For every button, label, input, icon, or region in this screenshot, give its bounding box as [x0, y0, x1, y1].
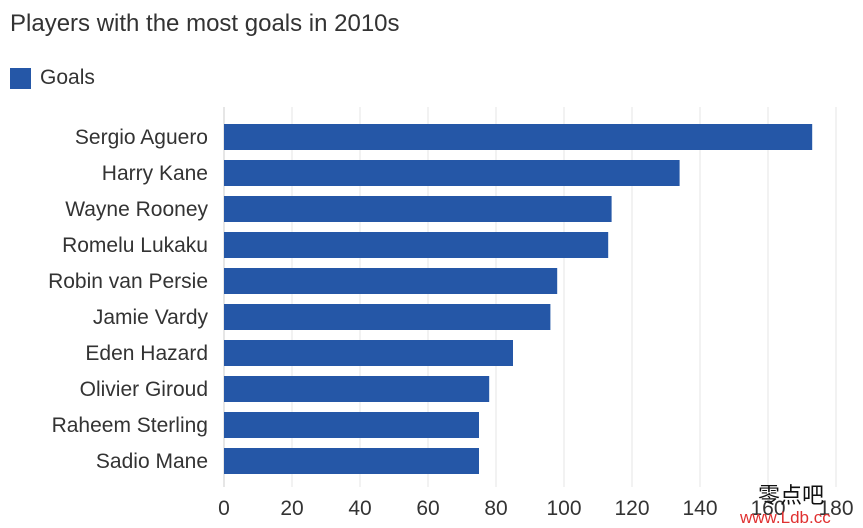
- bar[interactable]: [224, 196, 612, 222]
- bar[interactable]: [224, 340, 513, 366]
- watermark-text: 零点吧: [758, 484, 825, 509]
- bars: [224, 124, 813, 474]
- bar[interactable]: [224, 124, 813, 150]
- category-label: Robin van Persie: [48, 270, 208, 293]
- category-label: Sadio Mane: [96, 450, 208, 473]
- legend[interactable]: Goals: [10, 66, 95, 90]
- x-tick-label: 20: [280, 497, 303, 520]
- category-label: Romelu Lukaku: [62, 234, 208, 257]
- category-label: Olivier Giroud: [80, 378, 208, 401]
- x-tick-label: 0: [218, 497, 230, 520]
- x-tick-label: 80: [484, 497, 507, 520]
- category-label: Eden Hazard: [85, 342, 208, 365]
- category-label: Jamie Vardy: [93, 306, 209, 329]
- x-tick-label: 60: [416, 497, 439, 520]
- legend-swatch: [10, 67, 31, 89]
- bar[interactable]: [224, 412, 479, 438]
- category-labels: Sergio Aguero Harry Kane Wayne Rooney Romel…: [48, 126, 208, 473]
- x-tick-label: 160: [750, 497, 785, 520]
- category-label: Sergio Aguero: [75, 126, 208, 149]
- bar[interactable]: [224, 232, 609, 258]
- category-label: Raheem Sterling: [52, 414, 208, 437]
- x-tick-label: 180: [818, 497, 853, 520]
- bar[interactable]: [224, 268, 558, 294]
- bar[interactable]: [224, 160, 680, 186]
- bar[interactable]: [224, 376, 490, 402]
- bar[interactable]: [224, 448, 479, 474]
- x-tick-label: 100: [546, 497, 581, 520]
- x-tick-label: 120: [614, 497, 649, 520]
- category-label: Wayne Rooney: [65, 198, 208, 221]
- chart-title: Players with the most goals in 2010s: [10, 10, 400, 37]
- legend-label-goals: Goals: [40, 66, 95, 89]
- x-tick-label: 140: [682, 497, 717, 520]
- x-axis-tick-labels: 0 20 40 60 80 100 120 140 160 180: [218, 497, 853, 520]
- watermark-url: www.Ldb.cc: [740, 508, 831, 527]
- bar[interactable]: [224, 304, 551, 330]
- category-label: Harry Kane: [102, 162, 208, 185]
- x-tick-label: 40: [348, 497, 371, 520]
